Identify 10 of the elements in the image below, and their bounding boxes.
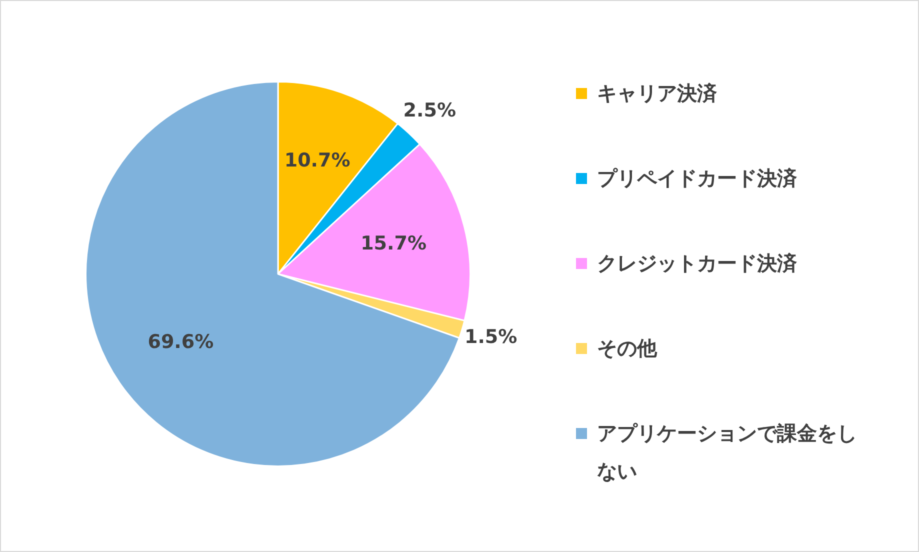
legend-label: キャリア決済 (597, 80, 717, 107)
legend-label: プリペイドカード決済 (597, 165, 797, 192)
data-label: 2.5% (403, 99, 456, 122)
data-label: 10.7% (284, 149, 350, 172)
data-label: 69.6% (148, 330, 214, 353)
data-label: 15.7% (360, 232, 427, 255)
legend-label: クレジットカード決済 (597, 250, 797, 277)
legend-label: アプリケーションで課金をしない (597, 420, 858, 485)
legend-label: その他 (597, 335, 657, 362)
data-label: 1.5% (464, 326, 518, 348)
